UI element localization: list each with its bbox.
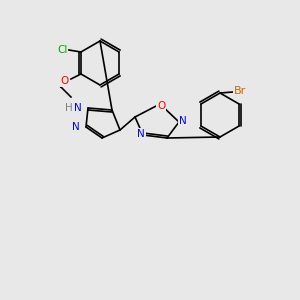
- Text: Br: Br: [234, 86, 246, 96]
- Text: N: N: [179, 116, 187, 126]
- Text: N: N: [74, 103, 82, 113]
- Text: O: O: [61, 76, 69, 86]
- Text: O: O: [157, 101, 165, 111]
- Text: N: N: [72, 122, 80, 132]
- Text: Cl: Cl: [58, 45, 68, 55]
- Text: H: H: [65, 103, 73, 113]
- Text: N: N: [137, 129, 145, 139]
